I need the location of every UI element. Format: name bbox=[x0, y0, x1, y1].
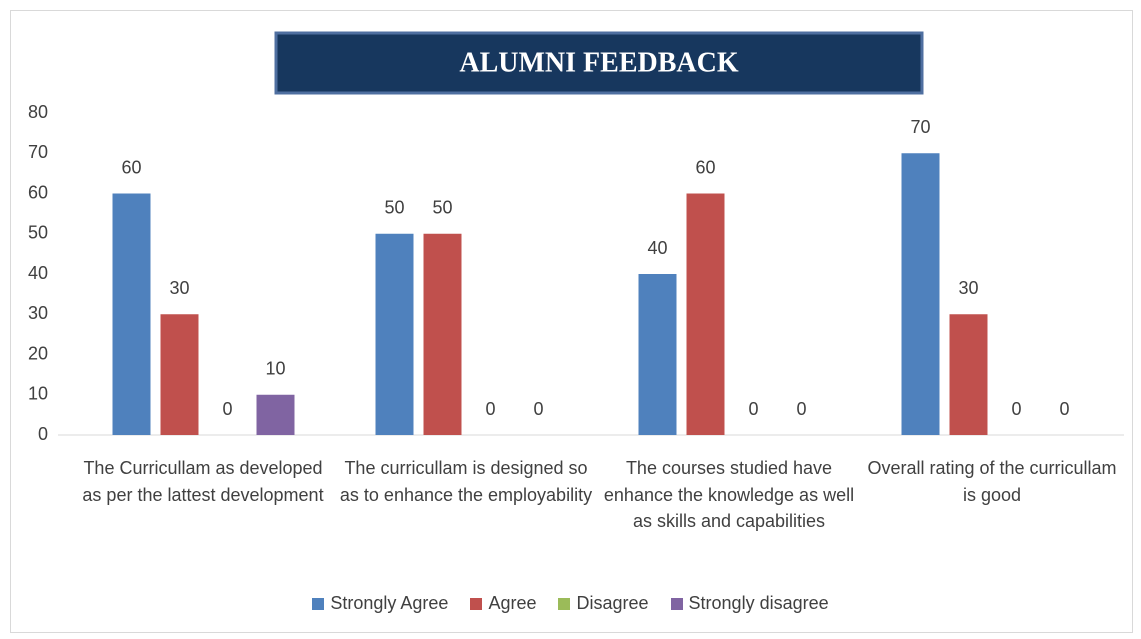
data-label: 0 bbox=[485, 399, 495, 419]
legend-item: Strongly Agree bbox=[312, 593, 448, 614]
legend: Strongly Agree Agree Disagree Strongly disa… bbox=[0, 593, 1141, 614]
y-tick-label: 70 bbox=[28, 142, 48, 162]
data-label: 40 bbox=[647, 238, 667, 258]
data-label: 0 bbox=[1059, 399, 1069, 419]
y-tick-label: 30 bbox=[28, 303, 48, 323]
data-label: 0 bbox=[533, 399, 543, 419]
chart-title: ALUMNI FEEDBACK bbox=[459, 47, 738, 78]
legend-item: Agree bbox=[470, 593, 536, 614]
y-tick-label: 10 bbox=[28, 384, 48, 404]
data-label: 50 bbox=[432, 198, 452, 218]
y-tick-label: 80 bbox=[28, 102, 48, 122]
data-label: 0 bbox=[748, 399, 758, 419]
bar bbox=[256, 394, 295, 435]
data-label: 0 bbox=[222, 399, 232, 419]
data-label: 30 bbox=[169, 278, 189, 298]
y-tick-label: 20 bbox=[28, 343, 48, 363]
x-tick-label: The curricullam is designed so as to enh… bbox=[339, 458, 593, 505]
legend-swatch bbox=[670, 597, 683, 610]
data-label: 0 bbox=[796, 399, 806, 419]
bar bbox=[375, 233, 414, 435]
y-tick-label: 0 bbox=[38, 424, 48, 444]
data-label: 30 bbox=[958, 278, 978, 298]
legend-swatch bbox=[312, 597, 325, 610]
y-tick-label: 50 bbox=[28, 223, 48, 243]
legend-swatch bbox=[470, 597, 483, 610]
data-label: 60 bbox=[121, 157, 141, 177]
legend-label: Disagree bbox=[576, 593, 649, 613]
data-label: 70 bbox=[910, 117, 930, 137]
bar bbox=[638, 274, 677, 435]
bar bbox=[160, 314, 199, 435]
x-tick-label: The Curricullam as developed as per the … bbox=[82, 458, 324, 505]
bar bbox=[686, 193, 725, 435]
legend-item: Strongly disagree bbox=[670, 593, 829, 614]
bar bbox=[112, 193, 151, 435]
title-box bbox=[274, 31, 924, 95]
y-tick-label: 40 bbox=[28, 263, 48, 283]
legend-swatch bbox=[558, 597, 571, 610]
legend-label: Strongly disagree bbox=[688, 593, 829, 613]
bar bbox=[423, 233, 462, 435]
bar bbox=[949, 314, 988, 435]
x-tick-label: The courses studied have enhance the kno… bbox=[603, 458, 855, 531]
x-tick-label: Overall rating of the curricullam is goo… bbox=[867, 458, 1117, 505]
bar bbox=[901, 153, 940, 435]
data-label: 60 bbox=[695, 157, 715, 177]
data-label: 50 bbox=[384, 198, 404, 218]
y-tick-label: 60 bbox=[28, 182, 48, 202]
legend-item: Disagree bbox=[558, 593, 649, 614]
data-label: 10 bbox=[265, 359, 285, 379]
data-label: 0 bbox=[1011, 399, 1021, 419]
legend-label: Strongly Agree bbox=[330, 593, 449, 613]
legend-label: Agree bbox=[488, 593, 537, 613]
